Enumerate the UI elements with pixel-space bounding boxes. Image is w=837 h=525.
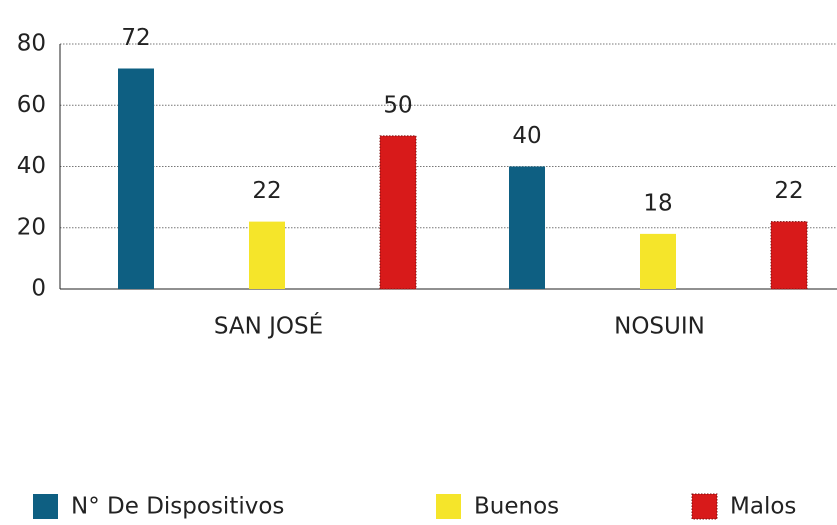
bar [379, 135, 417, 290]
bar [770, 221, 808, 290]
legend-label: Malos [730, 494, 796, 520]
legend-label: N° De Dispositivos [71, 494, 284, 520]
y-tick-label: 80 [17, 31, 46, 57]
legend-label: Buenos [474, 494, 559, 520]
y-tick-label: 60 [17, 92, 46, 118]
y-tick-label: 20 [17, 214, 46, 240]
x-tick-label: SAN JOSÉ [214, 312, 323, 340]
bar [509, 166, 545, 289]
bar [249, 221, 285, 289]
value-label: 40 [512, 123, 541, 149]
value-label: 72 [121, 25, 150, 51]
y-tick-label: 0 [31, 276, 46, 302]
value-label: 22 [252, 178, 281, 204]
value-label: 50 [383, 92, 412, 118]
legend-swatch [33, 494, 58, 519]
x-tick-label: NOSUIN [614, 314, 705, 340]
bar [640, 233, 676, 289]
legend-swatch [691, 493, 718, 520]
y-tick-label: 40 [17, 153, 46, 179]
value-label: 18 [643, 190, 672, 216]
value-label: 22 [774, 178, 803, 204]
bar [118, 68, 154, 289]
legend-swatch [436, 494, 461, 519]
